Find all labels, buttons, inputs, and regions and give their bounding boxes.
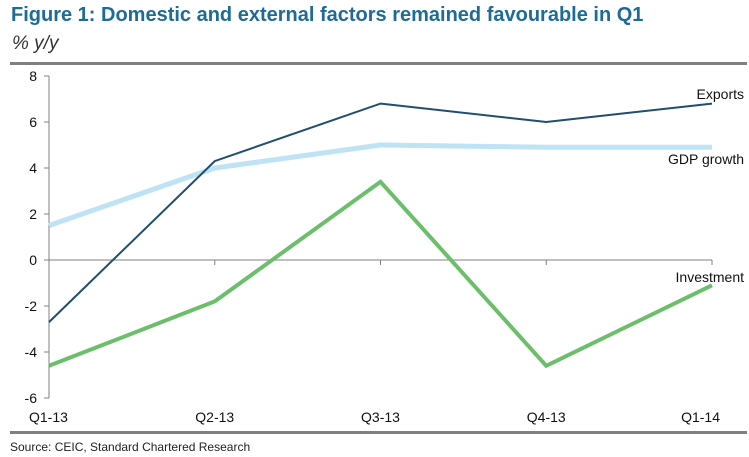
series-labels: Exports GDP growth Investment (668, 86, 744, 285)
y-tick-label: 0 (29, 252, 37, 268)
series-label-exports: Exports (697, 86, 744, 102)
x-tick-label: Q4-13 (527, 409, 566, 425)
series-line-gdp-growth (48, 142, 712, 228)
y-tick-label: 8 (29, 68, 37, 84)
series-lines (48, 102, 713, 369)
y-tick-label: 6 (29, 114, 37, 130)
y-tick-label: 4 (29, 160, 37, 176)
top-divider (10, 62, 747, 65)
series-line-exports (48, 102, 713, 323)
series-line-investment (48, 179, 713, 369)
series-label-gdp-growth: GDP growth (668, 151, 744, 167)
x-tick-label: Q1-14 (681, 409, 720, 425)
series-label-investment: Investment (676, 269, 745, 285)
y-tick-label: -4 (25, 344, 38, 360)
source-note: Source: CEIC, Standard Chartered Researc… (10, 440, 251, 454)
x-tick-label: Q3-13 (361, 409, 400, 425)
chart-title: Figure 1: Domestic and external factors … (11, 4, 644, 26)
y-tick-label: 2 (29, 206, 37, 222)
bottom-divider (10, 431, 747, 434)
y-tick-label: -6 (25, 390, 38, 406)
axes (44, 75, 713, 399)
y-axis-unit-label: % y/y (12, 33, 59, 54)
x-tick-label: Q2-13 (195, 409, 234, 425)
x-tick-label: Q1-13 (29, 409, 68, 425)
y-tick-label: -2 (25, 298, 38, 314)
tick-labels: 8 6 4 2 0 -2 -4 -6 Q1-13 Q2-13 Q3-13 Q4-13 Q1-14 (25, 68, 721, 425)
